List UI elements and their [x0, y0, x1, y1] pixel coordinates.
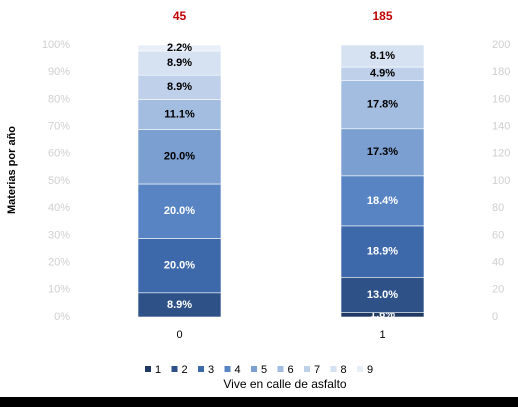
- data-label: 8.1%: [370, 50, 395, 62]
- total-label: 185: [372, 9, 392, 23]
- data-label: 8.9%: [167, 299, 192, 311]
- y2-tick-label: 200: [492, 39, 510, 51]
- bar-segment: [340, 128, 425, 177]
- y2-tick-label: 100: [492, 175, 510, 187]
- bar-segment: [340, 225, 425, 278]
- y2-tick-label: 120: [492, 148, 510, 160]
- bar-segment: [340, 80, 425, 130]
- y-tick-label: 70%: [48, 121, 70, 133]
- y2-tick-label: 40: [492, 257, 504, 269]
- bar-segment: [137, 238, 222, 294]
- data-label: 11.1%: [164, 108, 195, 120]
- data-label: 18.4%: [367, 195, 398, 207]
- legend-swatch: [304, 366, 310, 372]
- bar-segment: [340, 276, 425, 313]
- legend-label: 9: [367, 364, 373, 376]
- y-tick-label: 100%: [42, 39, 70, 51]
- y2-tick-label: 20: [492, 284, 504, 296]
- data-label: 4.9%: [370, 68, 395, 80]
- data-label: 20.0%: [164, 151, 195, 163]
- y-tick-label: 80%: [48, 93, 70, 105]
- y-tick-label: 20%: [48, 257, 70, 269]
- legend-label: 5: [261, 364, 267, 376]
- x-tick-label: 1: [379, 329, 385, 341]
- legend-swatch: [277, 366, 284, 372]
- y2-tick-label: 160: [492, 93, 510, 105]
- data-label: 8.9%: [167, 81, 192, 93]
- data-label: 20.0%: [164, 205, 195, 217]
- data-label: 20.0%: [164, 259, 195, 271]
- legend-label: 8: [341, 364, 347, 376]
- data-label: 13.0%: [367, 289, 398, 301]
- legend-label: 4: [235, 364, 241, 376]
- y2-tick-label: 0: [492, 311, 498, 323]
- bar-segment: [137, 129, 222, 185]
- y2-tick-label: 180: [492, 66, 510, 78]
- total-label: 45: [173, 9, 187, 23]
- bottom-band: [0, 397, 518, 407]
- y-tick-label: 50%: [48, 175, 70, 187]
- y-tick-label: 60%: [48, 148, 70, 160]
- data-label: 17.8%: [367, 98, 398, 110]
- bar-segment: [340, 44, 425, 68]
- y-tick-label: 90%: [48, 66, 70, 78]
- y2-tick-label: 60: [492, 229, 504, 241]
- y-axis-label: Materias por año: [6, 126, 18, 214]
- y-tick-label: 30%: [48, 229, 70, 241]
- y-tick-label: 40%: [48, 202, 70, 214]
- bar-segment: [137, 50, 222, 76]
- bar-segment: [137, 74, 222, 100]
- legend-swatch: [145, 366, 151, 372]
- legend-swatch: [224, 366, 231, 372]
- bar-segment: [137, 99, 222, 130]
- y2-tick-label: 80: [492, 202, 504, 214]
- y2-tick-label: 140: [492, 121, 510, 133]
- x-axis-label: Vive en calle de asfalto: [223, 377, 347, 391]
- data-label: 18.9%: [367, 245, 398, 257]
- legend-label: 7: [314, 364, 320, 376]
- legend-label: 3: [208, 364, 214, 376]
- data-label: 17.3%: [367, 146, 398, 158]
- legend-swatch: [330, 366, 337, 372]
- legend-label: 6: [288, 364, 294, 376]
- legend-swatch: [251, 366, 257, 372]
- bar-segment: [137, 292, 222, 318]
- legend-swatch: [171, 366, 178, 372]
- legend-label: 1: [155, 364, 161, 376]
- legend-swatch: [198, 366, 204, 372]
- data-label: 2.2%: [167, 42, 192, 54]
- legend-swatch: [357, 366, 363, 372]
- x-tick-label: 0: [176, 329, 182, 341]
- data-label: 8.9%: [167, 57, 192, 69]
- legend-label: 2: [182, 364, 188, 376]
- y-tick-label: 0%: [54, 311, 70, 323]
- bar-segment: [137, 44, 222, 52]
- y-tick-label: 10%: [48, 284, 70, 296]
- bar-segment: [340, 175, 425, 227]
